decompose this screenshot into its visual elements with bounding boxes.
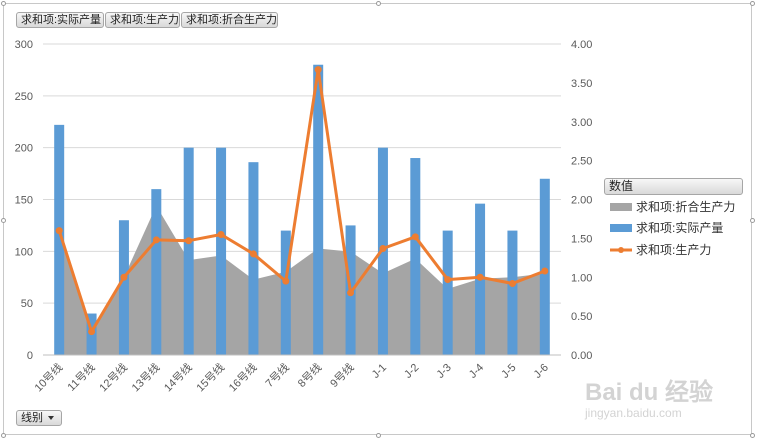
x-tick-label: J-5 — [499, 362, 518, 381]
x-tick-label: 13号线 — [128, 360, 162, 394]
x-tick-label: 7号线 — [262, 360, 292, 390]
legend-area-swatch-icon — [610, 203, 632, 211]
baidu-jingyan-watermark: Bai du 经验 jingyan.baidu.com — [585, 372, 725, 432]
x-tick-label: 15号线 — [193, 360, 227, 394]
x-tick-label: J-1 — [370, 362, 389, 381]
resize-handle-left[interactable] — [1, 218, 6, 223]
resize-handle-top-right[interactable] — [750, 1, 755, 6]
y-right-tick-label: 1.00 — [571, 272, 592, 284]
bar-actual-output — [280, 230, 291, 355]
bar-actual-output — [151, 189, 162, 355]
y-left-tick-label: 300 — [15, 39, 33, 51]
legend-title[interactable]: 数值 — [604, 178, 743, 195]
y-right-tick-label: 4.00 — [571, 39, 592, 51]
line-series-productivity — [57, 68, 546, 334]
x-tick-label: J-6 — [532, 362, 551, 381]
bar-actual-output — [410, 158, 421, 355]
line-point-productivity — [476, 273, 484, 281]
x-tick-label: J-3 — [435, 362, 454, 381]
x-tick-label: J-4 — [467, 362, 486, 381]
bar-actual-output — [248, 162, 259, 355]
bar-actual-output — [507, 230, 518, 355]
y-right-tick-label: 3.50 — [571, 78, 592, 90]
y-right-tick-label: 2.50 — [571, 156, 592, 168]
resize-handle-right[interactable] — [750, 218, 755, 223]
line-point-productivity — [55, 227, 63, 235]
line-point-productivity — [508, 279, 516, 287]
y-left-tick-label: 50 — [21, 298, 33, 310]
y-left-tick-label: 200 — [15, 143, 33, 155]
bar-actual-output — [539, 178, 550, 355]
line-point-productivity — [444, 276, 452, 284]
x-tick-label: 16号线 — [225, 360, 259, 394]
line-point-productivity — [314, 66, 322, 74]
field-button-actual-output[interactable]: 求和项:实际产量 — [16, 12, 104, 28]
line-point-productivity — [185, 237, 193, 245]
area-series-converted-productivity — [59, 205, 545, 355]
resize-handle-top-left[interactable] — [1, 1, 6, 6]
line-point-productivity — [217, 230, 225, 238]
y-left-tick-label: 0 — [27, 350, 33, 362]
chart-frame[interactable] — [3, 3, 752, 435]
line-point-productivity — [88, 328, 96, 336]
watermark-sub-text: jingyan.baidu.com — [585, 406, 682, 420]
x-tick-label: 14号线 — [161, 360, 195, 394]
bar-actual-output — [183, 147, 194, 355]
axis-field-button-line[interactable]: 线别 — [16, 410, 62, 426]
bar-actual-output — [313, 64, 324, 355]
resize-handle-bottom-right[interactable] — [750, 433, 755, 438]
line-point-productivity — [541, 267, 549, 275]
y-right-tick-label: 0.00 — [571, 350, 592, 362]
line-point-productivity — [411, 233, 419, 241]
legend-label: 求和项:折合生产力 — [636, 200, 736, 214]
x-tick-label: 8号线 — [295, 360, 325, 390]
x-tick-label: 11号线 — [64, 360, 98, 394]
y-right-tick-label: 0.50 — [571, 311, 592, 323]
line-point-productivity — [347, 289, 355, 297]
axis-field-label: 线别 — [21, 412, 43, 424]
watermark-main-text: Bai du 经验 — [585, 379, 714, 406]
legend-line-swatch-icon — [610, 247, 632, 253]
line-point-productivity — [120, 273, 128, 281]
y-right-tick-label: 1.50 — [571, 233, 592, 245]
resize-handle-bottom[interactable] — [376, 433, 381, 438]
chevron-down-icon[interactable] — [48, 416, 54, 421]
line-point-productivity — [152, 236, 160, 244]
legend-label: 求和项:实际产量 — [636, 221, 724, 235]
bar-actual-output — [118, 220, 129, 355]
line-point-productivity — [249, 250, 257, 258]
line-point-productivity — [282, 277, 290, 285]
bar-actual-output — [442, 230, 453, 355]
bar-actual-output — [216, 147, 227, 355]
bar-actual-output — [54, 124, 65, 355]
line-point-productivity — [379, 244, 387, 252]
y-right-tick-label: 3.00 — [571, 117, 592, 129]
legend-label: 求和项:生产力 — [636, 243, 712, 257]
resize-handle-top[interactable] — [376, 1, 381, 6]
resize-handle-bottom-left[interactable] — [1, 433, 6, 438]
field-button-productivity[interactable]: 求和项:生产力 — [105, 12, 180, 28]
legend-bar-swatch-icon — [610, 224, 632, 232]
x-tick-label: J-2 — [402, 362, 421, 381]
x-tick-label: 10号线 — [31, 360, 65, 394]
y-left-tick-label: 250 — [15, 91, 33, 103]
x-tick-label: 12号线 — [96, 360, 130, 394]
y-left-tick-label: 150 — [15, 195, 33, 207]
field-button-converted-productivity[interactable]: 求和项:折合生产力 — [181, 12, 278, 28]
x-tick-label: 9号线 — [327, 360, 357, 390]
y-left-tick-label: 100 — [15, 246, 33, 258]
y-right-tick-label: 2.00 — [571, 195, 592, 207]
